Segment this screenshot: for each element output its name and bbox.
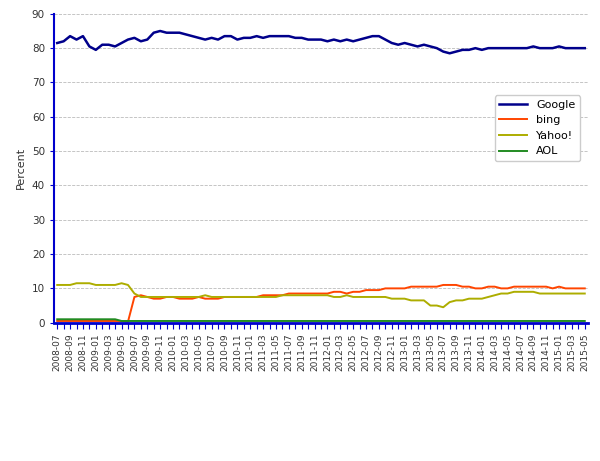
bing bbox=[86, 318, 93, 324]
Google bbox=[446, 51, 453, 56]
bing bbox=[440, 282, 447, 288]
bing bbox=[137, 292, 145, 298]
bing bbox=[169, 294, 176, 300]
Line: Yahoo!: Yahoo! bbox=[57, 283, 585, 307]
Y-axis label: Percent: Percent bbox=[16, 147, 26, 189]
Yahoo! bbox=[376, 294, 383, 300]
Line: AOL: AOL bbox=[57, 319, 585, 321]
Yahoo! bbox=[169, 294, 176, 300]
Line: Google: Google bbox=[57, 31, 585, 53]
Legend: Google, bing, Yahoo!, AOL: Google, bing, Yahoo!, AOL bbox=[495, 95, 580, 161]
Google bbox=[478, 47, 485, 53]
bing bbox=[376, 287, 383, 293]
AOL bbox=[169, 318, 176, 324]
Yahoo! bbox=[137, 294, 145, 300]
AOL bbox=[137, 318, 145, 324]
AOL bbox=[472, 318, 479, 324]
Google bbox=[53, 40, 61, 46]
bing bbox=[478, 286, 485, 291]
Google bbox=[581, 45, 589, 51]
Yahoo! bbox=[581, 291, 589, 296]
bing bbox=[446, 282, 453, 288]
Yahoo! bbox=[73, 280, 80, 286]
Google bbox=[131, 35, 138, 41]
Line: bing: bing bbox=[57, 285, 585, 322]
AOL bbox=[376, 318, 383, 324]
AOL bbox=[440, 318, 447, 324]
bing bbox=[124, 319, 131, 325]
Yahoo! bbox=[446, 299, 453, 305]
AOL bbox=[53, 317, 61, 322]
bing bbox=[53, 318, 61, 324]
AOL bbox=[118, 318, 125, 324]
Yahoo! bbox=[92, 282, 100, 288]
Yahoo! bbox=[478, 296, 485, 301]
Google bbox=[157, 28, 164, 34]
Google bbox=[376, 33, 383, 39]
Google bbox=[440, 49, 447, 54]
AOL bbox=[581, 318, 589, 324]
Google bbox=[169, 30, 176, 35]
AOL bbox=[86, 317, 93, 322]
Yahoo! bbox=[53, 282, 61, 288]
Yahoo! bbox=[440, 304, 447, 310]
Google bbox=[86, 44, 93, 49]
bing bbox=[581, 286, 589, 291]
